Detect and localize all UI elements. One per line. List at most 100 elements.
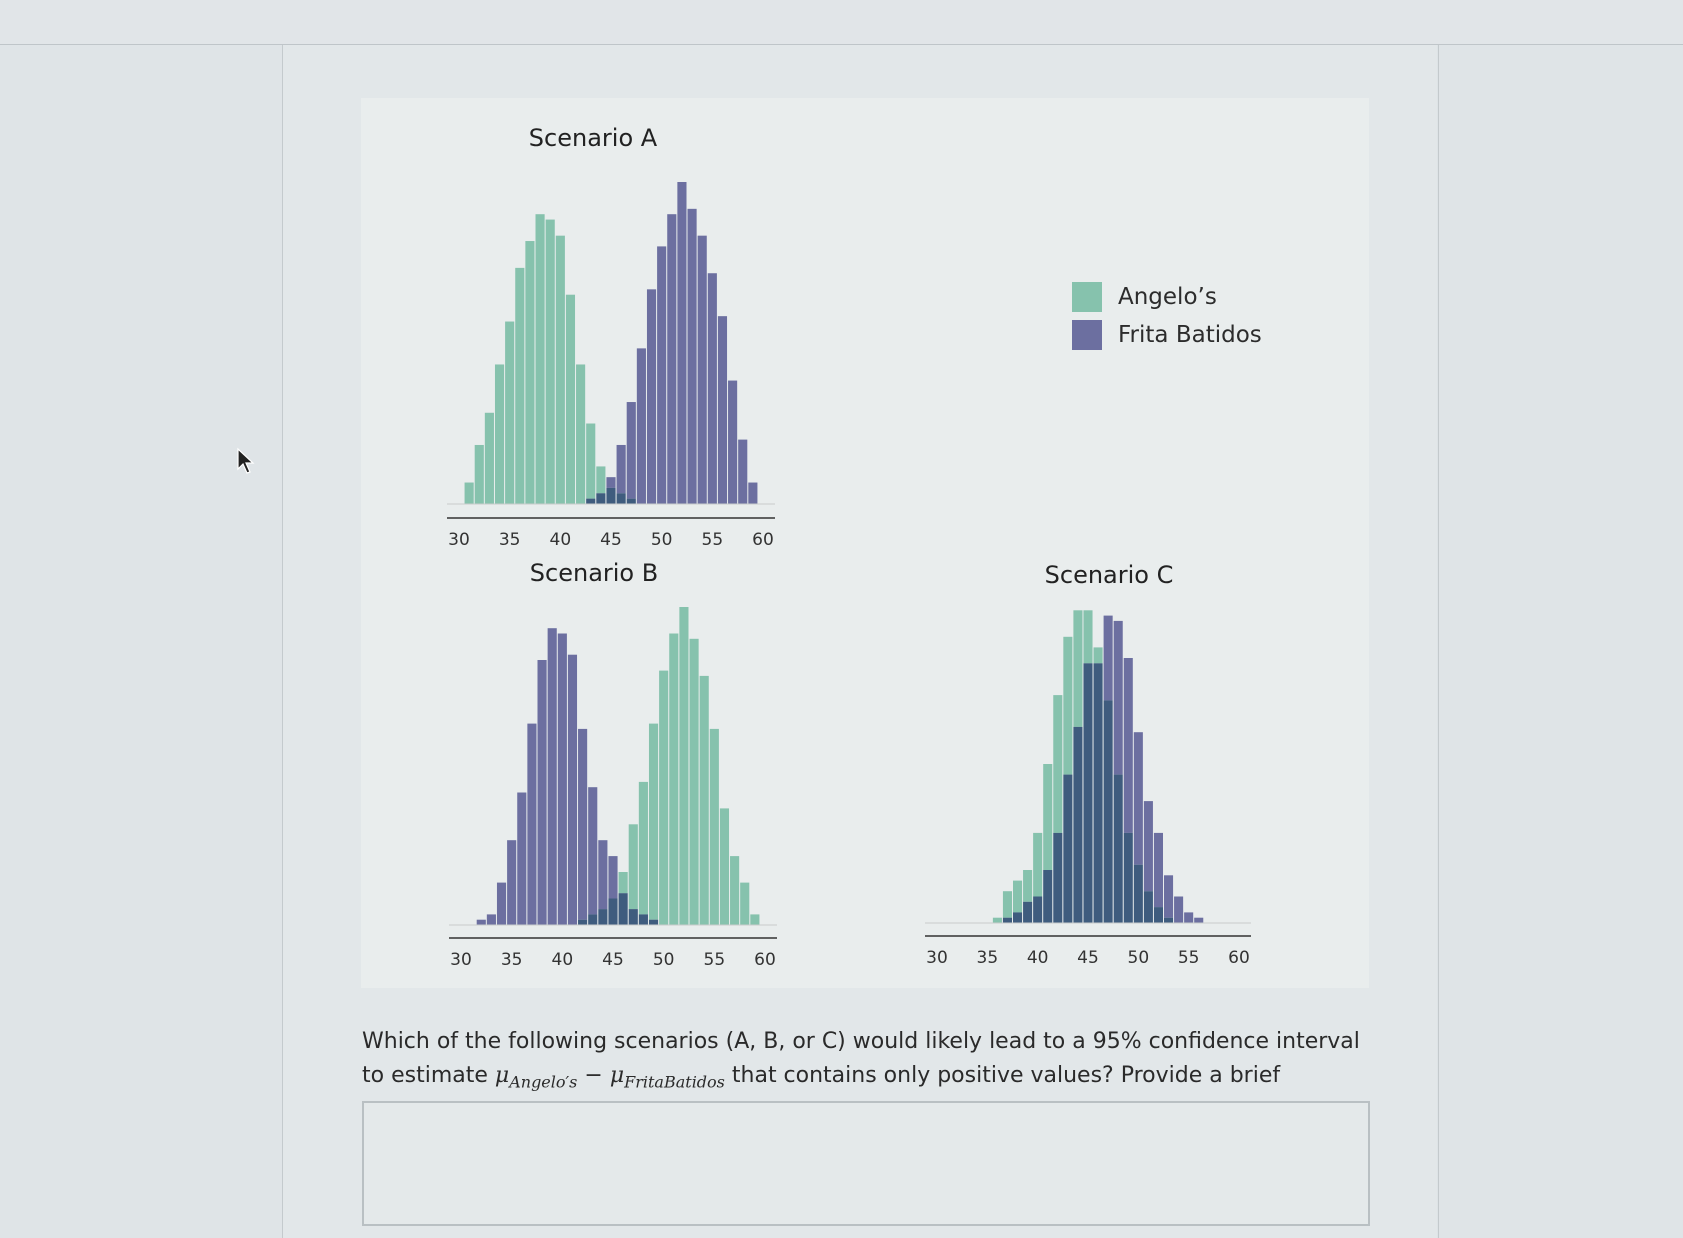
mu-symbol-2: μ [609, 1063, 625, 1088]
scenario-c-bar [1143, 801, 1153, 892]
question-text: Which of the following scenarios (A, B, … [362, 1025, 1382, 1133]
question-text-before: Which of the following scenarios (A, B, … [362, 1029, 1360, 1088]
scenario-b-bar [709, 728, 719, 925]
scenario-b-bar-overlap [588, 914, 598, 925]
scenario-b-tick-label: 55 [704, 950, 726, 970]
scenario-c-bar [1174, 896, 1184, 923]
scenario-a-tick-label: 60 [752, 530, 774, 550]
scenario-a-bar [606, 477, 616, 488]
scenario-c-bar-overlap [1073, 726, 1083, 923]
scenario-b-bar [618, 872, 628, 894]
scenario-b-bar [689, 638, 699, 925]
scenario-b-bar-overlap [578, 919, 588, 925]
scenario-b-bar-overlap [648, 919, 659, 925]
scenario-a-bar [687, 208, 697, 504]
scenario-c-bar-overlap [1093, 663, 1103, 923]
scenario-b-bar [517, 792, 527, 925]
mu-subscript-frita-batidos: FritaBatidos [624, 1072, 725, 1092]
scenario-b-bar [608, 856, 618, 899]
scenario-b-tick-label: 40 [552, 950, 574, 970]
scenario-a-title: Scenario A [529, 124, 658, 152]
scenario-b-bar [476, 919, 486, 925]
scenario-c-bar [1194, 917, 1204, 923]
scenario-a-tick-label: 35 [499, 530, 521, 550]
scenario-b-bar-overlap [608, 898, 618, 925]
scenario-b-bar-overlap [638, 914, 648, 925]
scenario-c-bar [1002, 891, 1012, 918]
scenario-a-bar [525, 241, 535, 505]
scenario-c-bar [1023, 870, 1033, 902]
scenario-b-tick-label: 60 [754, 950, 776, 970]
scenario-a-tick-label: 55 [702, 530, 724, 550]
scenario-b-bar [598, 840, 608, 910]
scenario-c-bar [1133, 732, 1143, 865]
scenario-b-bar [537, 660, 547, 925]
scenario-b-bar-overlap [598, 909, 608, 925]
legend: Angelo’s Frita Batidos [1072, 278, 1262, 354]
scenario-c-bar-overlap [1153, 907, 1163, 923]
legend-swatch-angelos [1072, 282, 1102, 312]
scenario-b-bar [740, 882, 750, 925]
scenario-c-bar [1184, 912, 1194, 923]
scenario-c-bar [1033, 832, 1043, 897]
answer-text-box[interactable] [362, 1101, 1370, 1226]
scenario-b-bar [547, 628, 557, 925]
scenario-c-bar-overlap [1083, 663, 1093, 923]
left-panel [0, 45, 283, 1238]
scenario-a-bar [728, 380, 738, 504]
scenario-a-bar [555, 235, 565, 504]
top-bar [0, 0, 1683, 45]
scenario-b-bar [486, 914, 496, 925]
scenario-c-tick-label: 55 [1178, 948, 1200, 968]
scenario-c-tick-label: 50 [1128, 948, 1150, 968]
scenario-b-title: Scenario B [530, 559, 658, 587]
scenario-a-bar [494, 364, 505, 504]
scenario-c-bar [1013, 880, 1023, 913]
scenario-b-bar [578, 728, 588, 920]
scenario-b-bar [588, 787, 598, 915]
scenario-c-bar-overlap [1133, 864, 1143, 923]
right-panel [1438, 45, 1683, 1238]
scenario-b-bar [557, 633, 567, 925]
scenario-b-bar [679, 607, 689, 925]
histogram-figure: Scenario A 30 35 40 45 50 55 60 Scenario B 30 35 40… [361, 98, 1369, 988]
scenario-c-bar-overlap [1113, 774, 1123, 923]
scenario-a-bar [738, 439, 748, 504]
scenario-c-title: Scenario C [1045, 561, 1174, 589]
scenario-b-bar [730, 856, 740, 925]
scenario-a-bar-overlap [616, 493, 626, 504]
scenario-b-bar [719, 808, 730, 925]
scenario-a-bar [646, 289, 657, 504]
scenario-a-bar [596, 466, 606, 494]
scenario-b-bar [638, 781, 648, 915]
mu-subscript-angelos: Angelo′s [509, 1072, 578, 1092]
scenario-b-bar [507, 840, 517, 925]
scenario-c-bar [1153, 832, 1163, 908]
scenario-c-bar-overlap [1033, 896, 1043, 923]
scenario-a-bar [626, 402, 636, 499]
legend-label-angelos: Angelo’s [1118, 284, 1217, 310]
scenario-a-bar [565, 294, 576, 504]
scenario-c-bar-overlap [1123, 832, 1133, 923]
scenario-a-bar [545, 219, 555, 505]
scenario-a-bar [464, 482, 474, 504]
scenario-a-bar [616, 444, 626, 494]
scenario-c-bar-overlap [1164, 917, 1174, 923]
scenario-c-bar-overlap [1103, 700, 1113, 923]
scenario-b-bar [527, 723, 537, 925]
scenario-b-bar [669, 633, 679, 925]
scenario-a-bar-overlap [586, 498, 596, 504]
scenario-a-bar [707, 273, 717, 504]
scenario-a-bar [717, 316, 728, 504]
scenario-c-bar [1073, 610, 1083, 727]
scenario-a-tick-label: 30 [448, 530, 470, 550]
scenario-a-tick-label: 45 [600, 530, 622, 550]
mu-symbol-1: μ [494, 1063, 510, 1088]
scenario-a-bar [677, 182, 687, 504]
legend-label-frita-batidos: Frita Batidos [1118, 322, 1262, 348]
scenario-c-bar-overlap [1143, 891, 1153, 923]
scenario-a-bar [697, 235, 707, 504]
legend-item-angelos: Angelo’s [1072, 278, 1262, 316]
scenario-b-tick-label: 35 [501, 950, 523, 970]
scenario-a-bar [474, 444, 484, 504]
